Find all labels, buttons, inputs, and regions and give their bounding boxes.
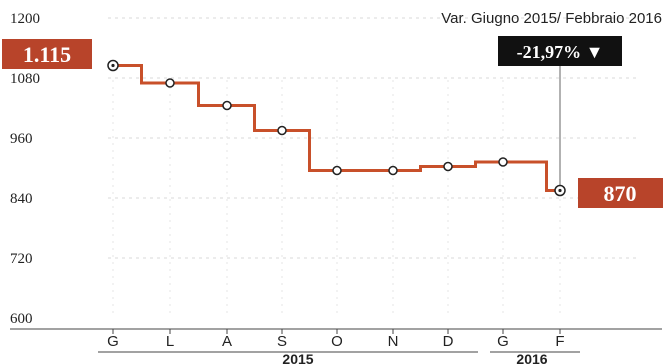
year-label: 2015 (282, 351, 313, 364)
x-tick-label: F (555, 333, 564, 350)
start-value-label: 1.115 (23, 42, 71, 67)
data-point (388, 165, 398, 176)
data-point (498, 157, 508, 167)
data-point (443, 161, 453, 172)
data-point (222, 100, 232, 111)
variation-label: -21,97% ▼ (517, 42, 604, 62)
data-point-center (558, 188, 562, 193)
data-point (332, 165, 342, 176)
data-point (165, 78, 175, 88)
y-tick-label: 960 (10, 131, 33, 147)
y-tick-label: 1200 (10, 11, 40, 27)
grid (108, 17, 640, 318)
y-tick-label: 720 (10, 251, 33, 267)
y-axis-ticks: 600 720 840 960 1080 1200 (10, 11, 40, 327)
end-value-badge: 870 (578, 178, 663, 208)
y-tick-label: 600 (10, 311, 33, 327)
data-point (277, 125, 287, 136)
x-tick-label: L (166, 333, 174, 350)
year-labels: 2015 2016 (98, 351, 580, 364)
x-tick-label: N (388, 333, 399, 350)
variation-badge: -21,97% ▼ (498, 36, 622, 66)
x-tick-label: G (497, 333, 509, 350)
start-value-badge-bg (2, 39, 92, 69)
start-value-badge: 1.115 (2, 39, 92, 69)
data-points (107, 59, 566, 197)
variation-badge-bg (498, 36, 622, 66)
chart-title: Var. Giugno 2015/ Febbraio 2016 (441, 10, 662, 27)
x-tick-label: D (443, 333, 454, 350)
x-tick-label: G (107, 333, 119, 350)
end-value-label: 870 (604, 181, 637, 206)
year-label: 2016 (516, 351, 547, 364)
y-tick-label: 1080 (10, 71, 40, 87)
y-tick-label: 840 (10, 191, 33, 207)
x-tick-label: O (331, 333, 343, 350)
data-point-center (111, 63, 115, 68)
x-tick-label: S (277, 333, 287, 350)
end-value-badge-bg (578, 178, 663, 208)
x-tick-label: A (222, 333, 232, 350)
